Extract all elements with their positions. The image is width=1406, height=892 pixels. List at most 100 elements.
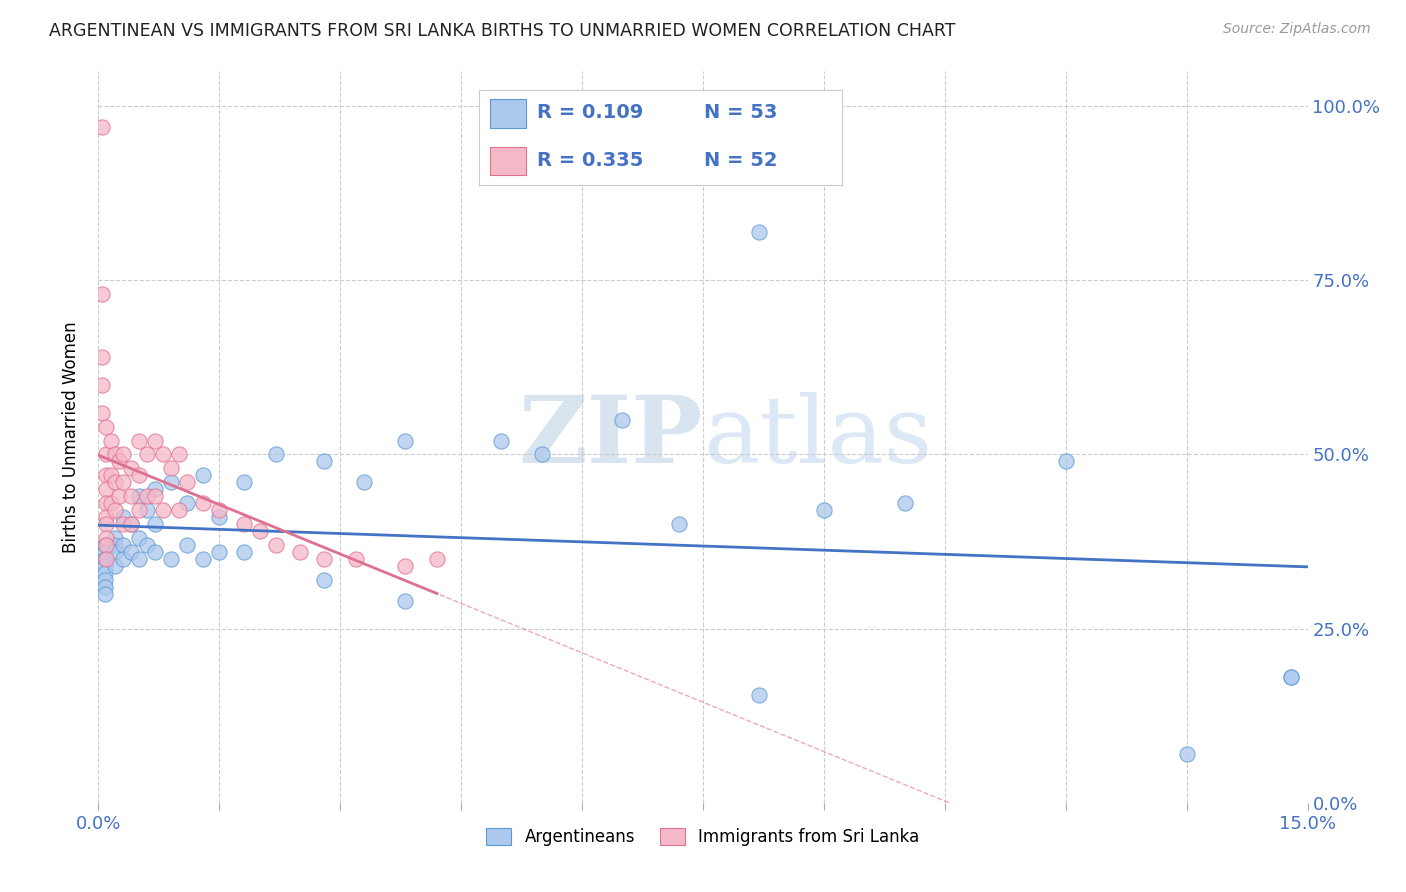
Point (128, 434, 150, 448)
Point (748, 688, 770, 702)
Point (394, 434, 416, 448)
Point (103, 531, 125, 545)
Text: ARGENTINEAN VS IMMIGRANTS FROM SRI LANKA BIRTHS TO UNMARRIED WOMEN CORRELATION C: ARGENTINEAN VS IMMIGRANTS FROM SRI LANKA… (49, 22, 956, 40)
Point (813, 503, 835, 517)
Point (128, 468, 150, 483)
Point (94, 580, 117, 594)
Point (264, 538, 287, 552)
Point (96, 496, 118, 510)
Text: ZIP: ZIP (519, 392, 703, 482)
Point (94, 566, 117, 580)
Point (264, 448, 287, 462)
Point (143, 489, 166, 503)
Point (120, 545, 142, 559)
Point (96, 552, 118, 566)
Point (96, 419, 118, 434)
Point (103, 545, 125, 559)
Point (107, 489, 129, 503)
Point (353, 475, 375, 490)
Point (530, 448, 553, 462)
Point (120, 517, 142, 532)
Point (748, 225, 770, 239)
Point (143, 483, 166, 497)
Point (107, 454, 129, 468)
Point (135, 538, 157, 552)
Point (94, 538, 117, 552)
Point (120, 489, 142, 503)
Point (100, 496, 122, 510)
Point (135, 489, 157, 503)
Point (143, 545, 166, 559)
Point (128, 531, 150, 545)
Point (96, 468, 118, 483)
Point (143, 434, 166, 448)
Point (491, 434, 513, 448)
Point (94, 552, 117, 566)
Point (1281, 670, 1303, 684)
Point (103, 503, 125, 517)
Point (314, 552, 336, 566)
Point (94, 587, 117, 601)
Point (1054, 454, 1077, 468)
Point (128, 489, 150, 503)
Point (91, 287, 114, 301)
Point (111, 552, 134, 566)
Point (111, 538, 134, 552)
Point (103, 475, 125, 490)
Point (96, 483, 118, 497)
Point (120, 517, 142, 532)
Point (394, 558, 416, 573)
Point (135, 448, 157, 462)
Point (100, 434, 122, 448)
Point (208, 545, 231, 559)
Point (100, 468, 122, 483)
Point (167, 503, 190, 517)
Point (426, 552, 449, 566)
Point (135, 503, 157, 517)
Point (193, 496, 215, 510)
Point (96, 538, 118, 552)
Point (288, 545, 311, 559)
Point (176, 475, 198, 490)
Point (160, 461, 183, 475)
Point (152, 448, 174, 462)
Point (96, 517, 118, 532)
Point (208, 510, 231, 524)
Point (91, 406, 114, 420)
Point (160, 475, 183, 490)
Point (314, 573, 336, 587)
Point (120, 461, 142, 475)
Point (94, 545, 117, 559)
Point (344, 552, 367, 566)
Point (160, 552, 183, 566)
Point (91, 350, 114, 364)
Point (208, 503, 231, 517)
Point (91, 120, 114, 134)
Point (668, 517, 690, 532)
Point (111, 475, 134, 490)
Point (314, 454, 336, 468)
Text: atlas: atlas (703, 392, 932, 482)
Point (96, 448, 118, 462)
Point (96, 510, 118, 524)
Point (1281, 670, 1303, 684)
Point (128, 503, 150, 517)
Point (96, 531, 118, 545)
Point (111, 448, 134, 462)
Point (232, 475, 254, 490)
Point (232, 545, 254, 559)
Point (111, 510, 134, 524)
Point (103, 448, 125, 462)
Point (91, 377, 114, 392)
Point (1175, 747, 1198, 761)
Point (176, 538, 198, 552)
Point (128, 552, 150, 566)
Point (152, 503, 174, 517)
Legend: Argentineans, Immigrants from Sri Lanka: Argentineans, Immigrants from Sri Lanka (479, 822, 927, 853)
Point (394, 594, 416, 608)
Point (176, 496, 198, 510)
Point (94, 573, 117, 587)
Point (167, 448, 190, 462)
Point (232, 517, 254, 532)
Point (103, 538, 125, 552)
